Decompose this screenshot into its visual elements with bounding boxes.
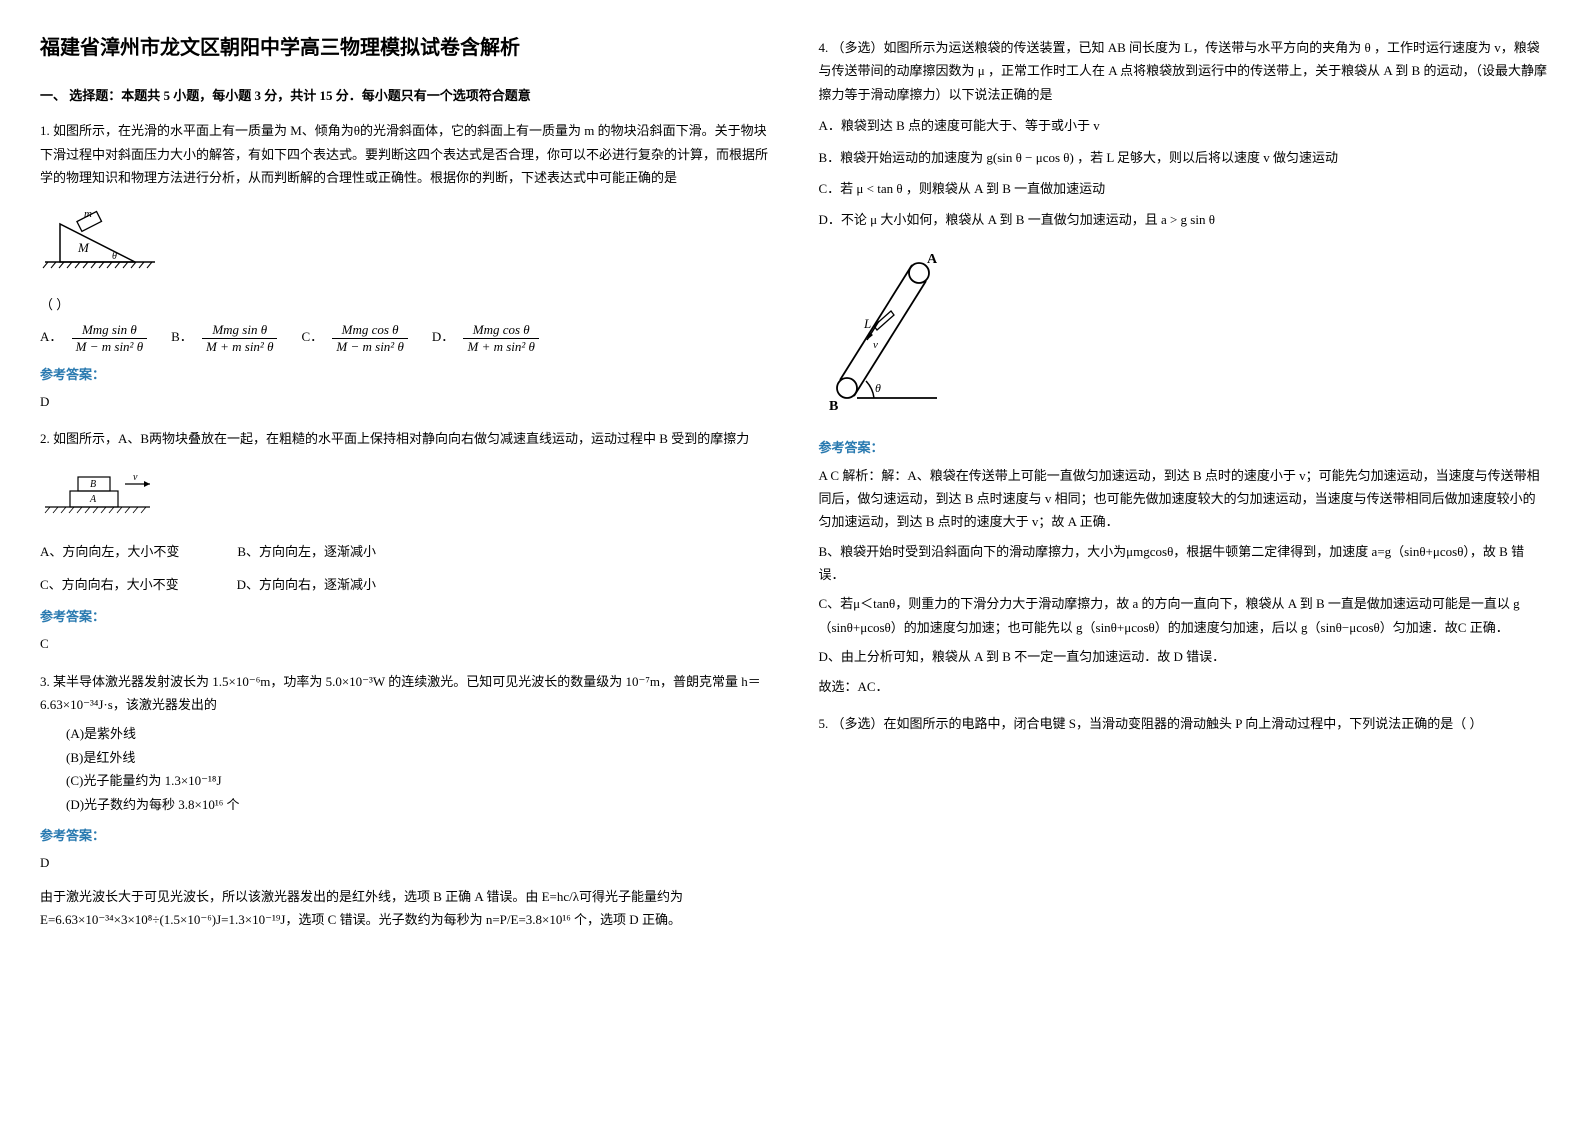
q1-optA-frac: Mmg sin θ M − m sin² θ [72,322,147,354]
q3-explanation: 由于激光波长大于可见光波长，所以该激光器发出的是红外线，选项 B 正确 A 错误… [40,885,769,932]
frac-num: Mmg cos θ [332,322,407,339]
q1-stem: 1. 如图所示，在光滑的水平面上有一质量为 M、倾角为θ的光滑斜面体，它的斜面上… [40,119,769,189]
svg-text:m: m [84,208,92,220]
svg-text:v: v [133,472,138,483]
q1-optC-frac: Mmg cos θ M − m sin² θ [332,322,407,354]
svg-text:θ: θ [112,251,117,262]
q4-optB: B．粮袋开始运动的加速度为 g(sin θ − μcos θ) ，若 L 足够大… [819,146,1548,169]
frac-den: M + m sin² θ [202,339,277,355]
q1-figure-incline: m M θ [40,204,160,274]
doc-title: 福建省漳州市龙文区朝阳中学高三物理模拟试卷含解析 [40,30,769,66]
frac-den: M + m sin² θ [463,339,538,355]
question-1: 1. 如图所示，在光滑的水平面上有一质量为 M、倾角为θ的光滑斜面体，它的斜面上… [40,119,769,413]
q4-expEnd: 故选：AC． [819,675,1548,698]
q3-answer-label: 参考答案： [40,824,769,847]
frac-num: Mmg sin θ [202,322,277,339]
q1-answer: D [40,390,769,413]
q4-figure-conveyor: A B θ L v [819,248,949,413]
question-5: 5. （多选）在如图所示的电路中，闭合电键 S，当滑动变阻器的滑动触头 P 向上… [819,712,1548,735]
frac-den: M − m sin² θ [332,339,407,355]
q1-optA: A． Mmg sin θ M − m sin² θ [40,322,153,354]
q2-options: A、方向向左，大小不变 B、方向向左，逐渐减小 C、方向向右，大小不变 D、方向… [40,540,769,597]
q4-stem: 4. （多选）如图所示为运送粮袋的传送装置，已知 AB 间长度为 L，传送带与水… [819,36,1548,106]
q5-stem: 5. （多选）在如图所示的电路中，闭合电键 S，当滑动变阻器的滑动触头 P 向上… [819,712,1548,735]
svg-text:B: B [90,479,96,490]
right-column: 4. （多选）如图所示为运送粮袋的传送装置，已知 AB 间长度为 L，传送带与水… [819,30,1548,946]
svg-text:L: L [863,316,871,331]
q4-optD: D．不论 μ 大小如何，粮袋从 A 到 B 一直做匀加速运动，且 a > g s… [819,208,1548,231]
q3-answer: D [40,851,769,874]
question-3: 3. 某半导体激光器发射波长为 1.5×10⁻⁶m，功率为 5.0×10⁻³W … [40,670,769,932]
q1-answer-label: 参考答案： [40,363,769,386]
q1-optD: D． Mmg cos θ M + m sin² θ [432,322,545,354]
q1-optB-frac: Mmg sin θ M + m sin² θ [202,322,277,354]
q1-paren: （ ） [40,293,769,316]
question-2: 2. 如图所示，A、B两物块叠放在一起，在粗糙的水平面上保持相对静向向右做匀减速… [40,427,769,655]
frac-num: Mmg sin θ [72,322,147,339]
q3-stem: 3. 某半导体激光器发射波长为 1.5×10⁻⁶m，功率为 5.0×10⁻³W … [40,670,769,717]
q1-optC-label: C． [301,329,323,344]
q3-optB: (B)是红外线 [40,746,769,769]
q4-optC: C．若 μ < tan θ ，则粮袋从 A 到 B 一直做加速运动 [819,177,1548,200]
question-4: 4. （多选）如图所示为运送粮袋的传送装置，已知 AB 间长度为 L，传送带与水… [819,36,1548,698]
q4-answer: A C 解析：解：A、粮袋在传送带上可能一直做匀加速运动，到达 B 点时的速度小… [819,464,1548,534]
q1-optA-label: A． [40,329,62,344]
q2-stem: 2. 如图所示，A、B两物块叠放在一起，在粗糙的水平面上保持相对静向向右做匀减速… [40,427,769,450]
svg-text:v: v [873,339,878,351]
q1-optB: B． Mmg sin θ M + m sin² θ [171,322,283,354]
q3-optD: (D)光子数约为每秒 3.8×10¹⁶ 个 [40,793,769,816]
q1-optB-label: B． [171,329,193,344]
q2-figure-blocks: B A v [40,467,170,517]
svg-text:θ: θ [875,381,881,395]
svg-text:B: B [829,399,838,413]
svg-text:M: M [77,240,90,255]
q4-expD: D、由上分析可知，粮袋从 A 到 B 不一定一直匀加速运动．故 D 错误． [819,645,1548,668]
svg-text:A: A [927,252,938,267]
q2-optB: B、方向向左，逐渐减小 [237,540,376,563]
q2-answer: C [40,632,769,655]
q1-optC: C． Mmg cos θ M − m sin² θ [301,322,413,354]
svg-text:A: A [89,494,97,505]
q1-optD-frac: Mmg cos θ M + m sin² θ [463,322,538,354]
q4-optA: A．粮袋到达 B 点的速度可能大于、等于或小于 v [819,114,1548,137]
q4-expC: C、若μ＜tanθ，则重力的下滑分力大于滑动摩擦力，故 a 的方向一直向下，粮袋… [819,592,1548,639]
q2-answer-label: 参考答案： [40,605,769,628]
section-header: 一、 选择题：本题共 5 小题，每小题 3 分，共计 15 分．每小题只有一个选… [40,84,769,107]
q4-answer-label: 参考答案： [819,436,1548,459]
q4-expB: B、粮袋开始时受到沿斜面向下的滑动摩擦力，大小为μmgcosθ，根据牛顿第二定律… [819,540,1548,587]
frac-num: Mmg cos θ [463,322,538,339]
q3-optA: (A)是紫外线 [40,722,769,745]
q3-optC: (C)光子能量约为 1.3×10⁻¹⁸J [40,769,769,792]
q2-optD: D、方向向右，逐渐减小 [237,573,376,596]
q1-optD-label: D． [432,329,454,344]
q1-options: A． Mmg sin θ M − m sin² θ B． Mmg sin θ M… [40,322,769,354]
q2-optC: C、方向向右，大小不变 [40,573,179,596]
left-column: 福建省漳州市龙文区朝阳中学高三物理模拟试卷含解析 一、 选择题：本题共 5 小题… [40,30,769,946]
q2-optA: A、方向向左，大小不变 [40,540,179,563]
frac-den: M − m sin² θ [72,339,147,355]
